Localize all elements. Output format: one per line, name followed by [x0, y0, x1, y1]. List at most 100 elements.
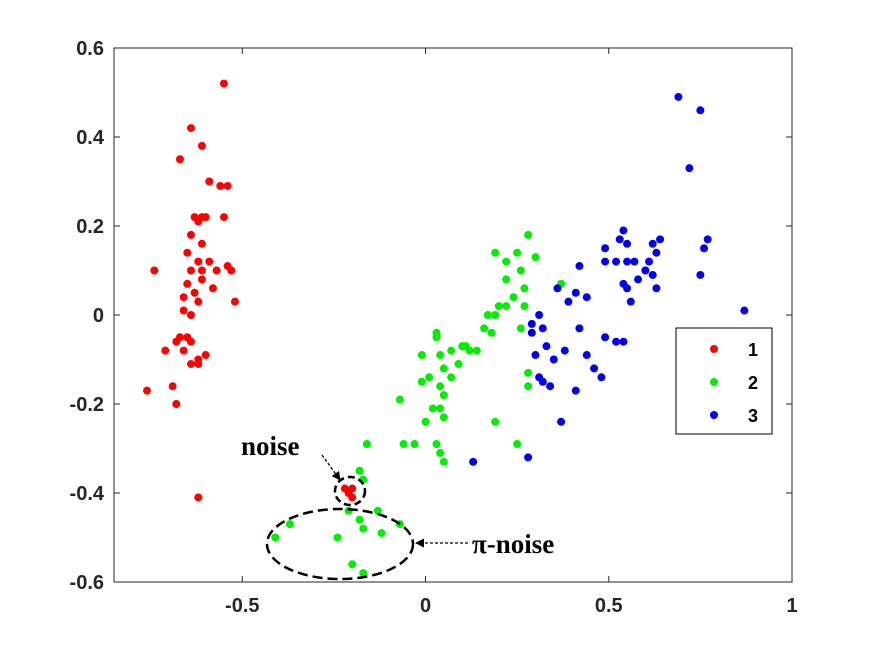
point-series-1: [201, 351, 210, 360]
point-series-2: [524, 382, 533, 391]
point-series-2: [395, 395, 404, 404]
point-series-3: [652, 284, 661, 293]
y-tick-label: 0.2: [76, 216, 104, 238]
series-3: [469, 92, 749, 466]
axis-tick-labels: -0.5 0 0.5 1 -0.6 -0.4 -0.2 0 0.2 0.4 0.6: [70, 38, 798, 617]
point-series-3: [626, 297, 635, 306]
y-tick-label: -0.4: [70, 483, 105, 505]
point-series-1: [205, 177, 214, 186]
point-series-3: [645, 257, 654, 266]
data-points: [142, 79, 749, 578]
point-series-2: [447, 373, 456, 382]
point-series-1: [197, 141, 206, 150]
point-series-3: [648, 239, 657, 248]
point-series-2: [432, 440, 441, 449]
point-series-3: [560, 346, 569, 355]
x-tick-label: 1: [786, 595, 797, 617]
point-series-1: [194, 257, 203, 266]
point-series-1: [186, 230, 195, 239]
point-series-2: [524, 230, 533, 239]
point-series-2: [461, 342, 470, 351]
legend-label-1: 1: [748, 340, 758, 360]
point-series-2: [271, 533, 280, 542]
point-series-2: [436, 382, 445, 391]
point-series-2: [516, 324, 525, 333]
point-series-1: [201, 213, 210, 222]
point-series-2: [480, 324, 489, 333]
point-series-1: [175, 155, 184, 164]
x-tick-label: 0.5: [595, 595, 623, 617]
point-series-2: [377, 529, 386, 538]
point-series-2: [483, 311, 492, 319]
point-series-3: [531, 351, 540, 360]
point-series-3: [634, 275, 643, 284]
legend-marker-2: [710, 378, 718, 386]
point-series-2: [524, 368, 533, 377]
point-series-2: [439, 391, 448, 400]
point-series-2: [432, 333, 441, 342]
point-series-3: [582, 351, 591, 360]
pi-noise-ellipse: [265, 507, 415, 581]
point-series-1: [348, 493, 357, 502]
legend: 1 2 3: [675, 327, 773, 435]
point-series-1: [219, 79, 228, 88]
point-series-1: [227, 266, 236, 275]
point-series-3: [696, 270, 705, 279]
point-series-3: [652, 248, 661, 257]
point-series-2: [439, 413, 448, 422]
point-series-1: [197, 275, 206, 284]
point-series-3: [557, 417, 566, 426]
point-series-1: [186, 337, 195, 346]
legend-label-2: 2: [748, 373, 758, 393]
x-tick-label: 0: [420, 595, 431, 617]
point-series-1: [212, 266, 221, 275]
noise-ellipse: [333, 475, 367, 507]
point-series-2: [439, 457, 448, 466]
point-series-3: [641, 266, 650, 275]
point-series-3: [656, 235, 665, 244]
point-series-3: [630, 257, 639, 266]
point-series-1: [197, 266, 206, 275]
noise-label: noise: [241, 431, 300, 461]
legend-box: [675, 327, 773, 435]
point-series-2: [410, 440, 419, 449]
point-series-3: [601, 257, 610, 266]
point-series-3: [615, 235, 624, 244]
point-series-1: [172, 337, 181, 346]
point-series-3: [601, 333, 610, 342]
point-series-1: [223, 181, 232, 190]
point-series-1: [194, 359, 203, 368]
x-tick-label: -0.5: [225, 595, 259, 617]
point-series-3: [619, 226, 628, 235]
point-series-3: [571, 386, 580, 395]
point-series-3: [700, 244, 709, 253]
point-series-3: [542, 342, 551, 351]
point-series-3: [601, 244, 610, 253]
point-series-2: [491, 311, 500, 319]
point-series-1: [168, 382, 177, 391]
point-series-2: [520, 284, 529, 293]
point-series-1: [142, 386, 151, 395]
point-series-2: [513, 248, 522, 257]
point-series-1: [197, 239, 206, 248]
point-series-2: [417, 351, 426, 360]
point-series-2: [494, 302, 503, 311]
point-series-2: [516, 266, 525, 275]
point-series-2: [439, 364, 448, 373]
legend-label-3: 3: [748, 406, 758, 426]
point-series-2: [333, 533, 342, 542]
point-series-3: [535, 311, 544, 319]
point-series-1: [219, 213, 228, 222]
point-series-3: [582, 293, 591, 302]
point-series-1: [186, 311, 195, 319]
point-series-3: [612, 337, 621, 346]
point-series-2: [362, 440, 371, 449]
annotations: noise π-noise: [241, 431, 554, 581]
point-series-2: [491, 417, 500, 426]
noise-arrow: [321, 454, 341, 481]
point-series-2: [487, 328, 496, 337]
point-series-3: [564, 297, 573, 306]
point-series-3: [623, 239, 632, 248]
legend-marker-3: [710, 411, 718, 419]
